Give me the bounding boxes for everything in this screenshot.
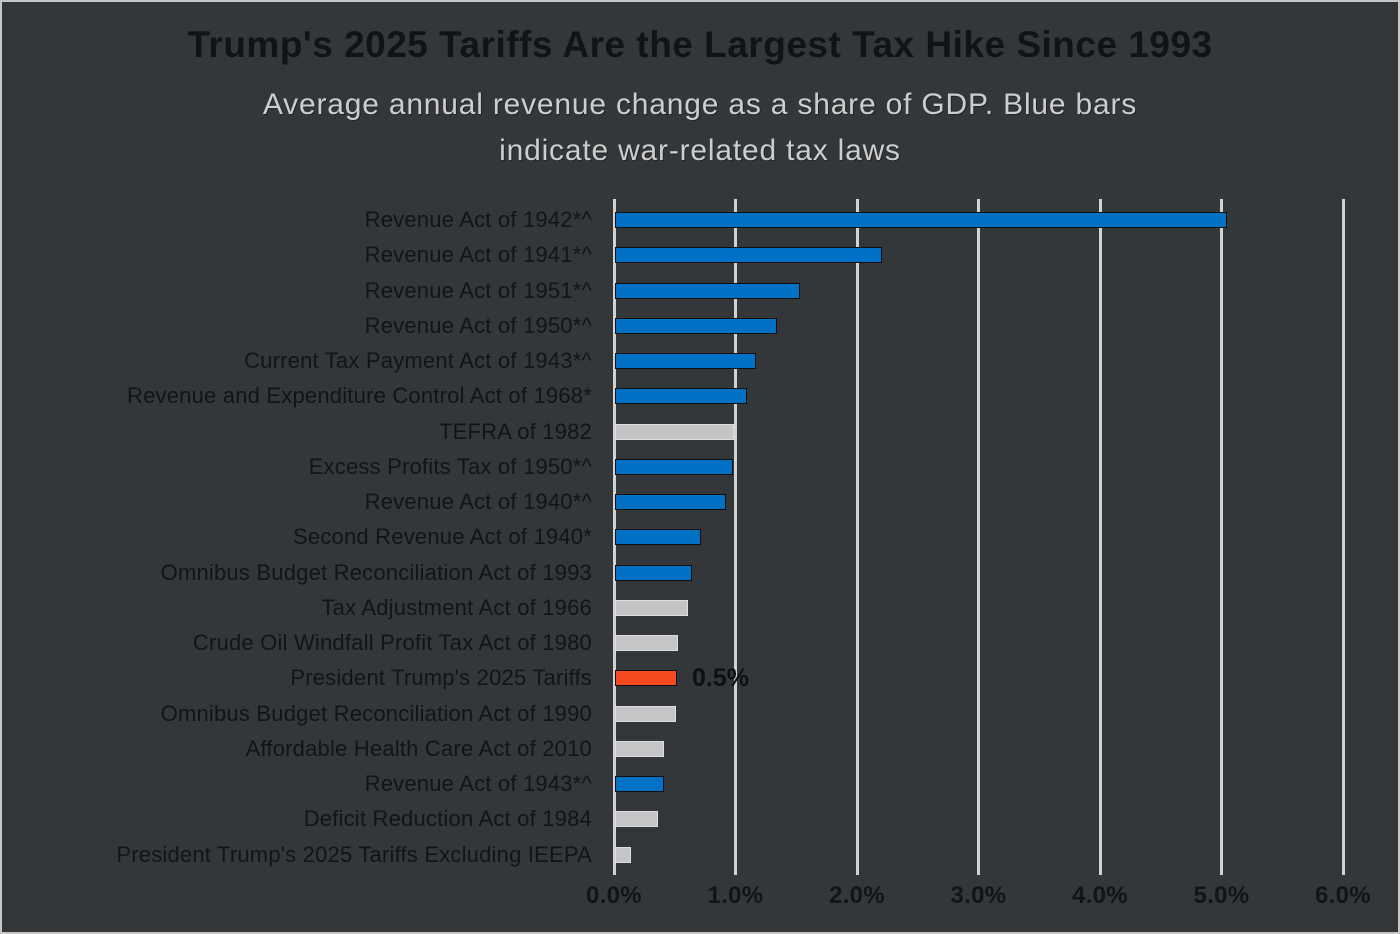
category-label: Omnibus Budget Reconciliation Act of 199… [160, 700, 592, 726]
bar [615, 705, 676, 722]
gridline [855, 199, 859, 875]
category-label: Excess Profits Tax of 1950*^ [308, 453, 592, 479]
category-label: Crude Oil Windfall Profit Tax Act of 198… [192, 630, 592, 655]
bar [615, 529, 702, 546]
bar [615, 811, 658, 828]
bar [615, 846, 631, 863]
x-tick-label: 6.0% [1315, 882, 1371, 909]
bar [615, 494, 726, 510]
x-tick-label: 5.0% [1193, 882, 1250, 909]
chart-title: Trump's 2025 Tariffs Are the Largest Tax… [187, 24, 1213, 65]
x-tick-label: 3.0% [950, 882, 1007, 909]
x-tick-label: 0.0% [586, 882, 642, 909]
bar [615, 388, 748, 405]
category-label: Revenue Act of 1951*^ [364, 277, 592, 303]
category-label: Deficit Reduction Act of 1984 [303, 806, 592, 832]
category-label: Second Revenue Act of 1940* [293, 524, 592, 550]
category-label: Revenue Act of 1942*^ [364, 207, 592, 232]
bar [615, 282, 800, 299]
bar [615, 317, 777, 334]
chart-subtitle-line-2: indicate war-related tax laws [499, 134, 901, 167]
bar [615, 670, 677, 687]
gridline [1341, 199, 1345, 875]
category-label: Revenue Act of 1943*^ [364, 771, 592, 796]
x-tick-label: 4.0% [1072, 882, 1128, 909]
bar [615, 635, 679, 651]
bar-annotation: 0.5% [691, 664, 749, 693]
category-label: Affordable Health Care Act of 2010 [245, 735, 592, 761]
category-label: President Trump's 2025 Tariffs [290, 665, 592, 691]
bar [615, 740, 664, 757]
category-label: Revenue and Expenditure Control Act of 1… [127, 383, 592, 409]
gridline [1098, 199, 1102, 875]
bar [615, 212, 1228, 228]
category-label: Revenue Act of 1950*^ [364, 312, 592, 338]
category-label: Revenue Act of 1940*^ [364, 489, 592, 514]
gridline [977, 199, 980, 875]
bar [615, 564, 692, 581]
category-label: Tax Adjustment Act of 1966 [321, 594, 592, 620]
bar [615, 247, 883, 264]
category-label: President Trump's 2025 Tariffs Excluding… [116, 841, 592, 867]
category-label: TEFRA of 1982 [438, 418, 592, 444]
bar [615, 458, 733, 475]
gridline [1220, 199, 1223, 875]
category-label: Omnibus Budget Reconciliation Act of 199… [160, 559, 592, 585]
bar [615, 423, 735, 440]
category-label: Revenue Act of 1941*^ [364, 242, 592, 268]
gridline [734, 199, 737, 875]
bar [615, 776, 664, 792]
category-label: Current Tax Payment Act of 1943*^ [244, 348, 592, 373]
x-tick-label: 2.0% [829, 882, 885, 909]
bar [615, 353, 756, 369]
gridline [612, 199, 616, 875]
chart-subtitle-line-1: Average annual revenue change as a share… [262, 88, 1138, 121]
x-tick-label: 1.0% [707, 882, 764, 909]
bar [615, 599, 688, 616]
chart-subtitle: Average annual revenue change as a share… [2, 82, 1398, 174]
